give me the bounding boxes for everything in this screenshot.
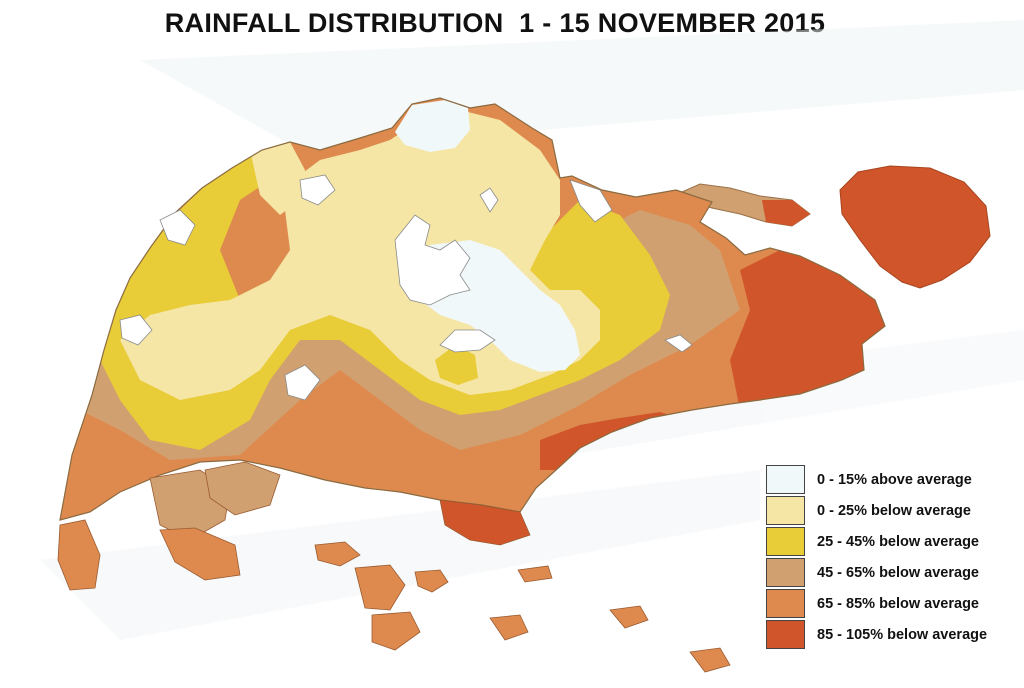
map-legend: 0 - 15% above average 0 - 25% below aver… (766, 464, 1021, 650)
legend-swatch (766, 558, 805, 587)
legend-item: 85 - 105% below average (766, 619, 1021, 650)
legend-swatch (766, 620, 805, 649)
legend-item: 25 - 45% below average (766, 526, 1021, 557)
legend-swatch (766, 465, 805, 494)
legend-swatch (766, 496, 805, 525)
legend-item: 45 - 65% below average (766, 557, 1021, 588)
legend-swatch (766, 527, 805, 556)
legend-label: 45 - 65% below average (817, 564, 979, 581)
map-title: RAINFALL DISTRIBUTION 1 - 15 NOVEMBER 20… (164, 8, 826, 38)
water-bodies (119, 174, 693, 401)
legend-label: 0 - 25% below average (817, 502, 971, 519)
legend-label: 65 - 85% below average (817, 595, 979, 612)
legend-label: 85 - 105% below average (817, 626, 988, 643)
legend-item: 65 - 85% below average (766, 588, 1021, 619)
legend-item: 0 - 15% above average (766, 464, 1021, 495)
legend-label: 25 - 45% below average (817, 533, 979, 550)
island-east (839, 165, 991, 289)
southern-islands (57, 461, 731, 673)
legend-swatch (766, 589, 805, 618)
legend-item: 0 - 25% below average (766, 495, 1021, 526)
legend-label: 0 - 15% above average (817, 471, 972, 488)
